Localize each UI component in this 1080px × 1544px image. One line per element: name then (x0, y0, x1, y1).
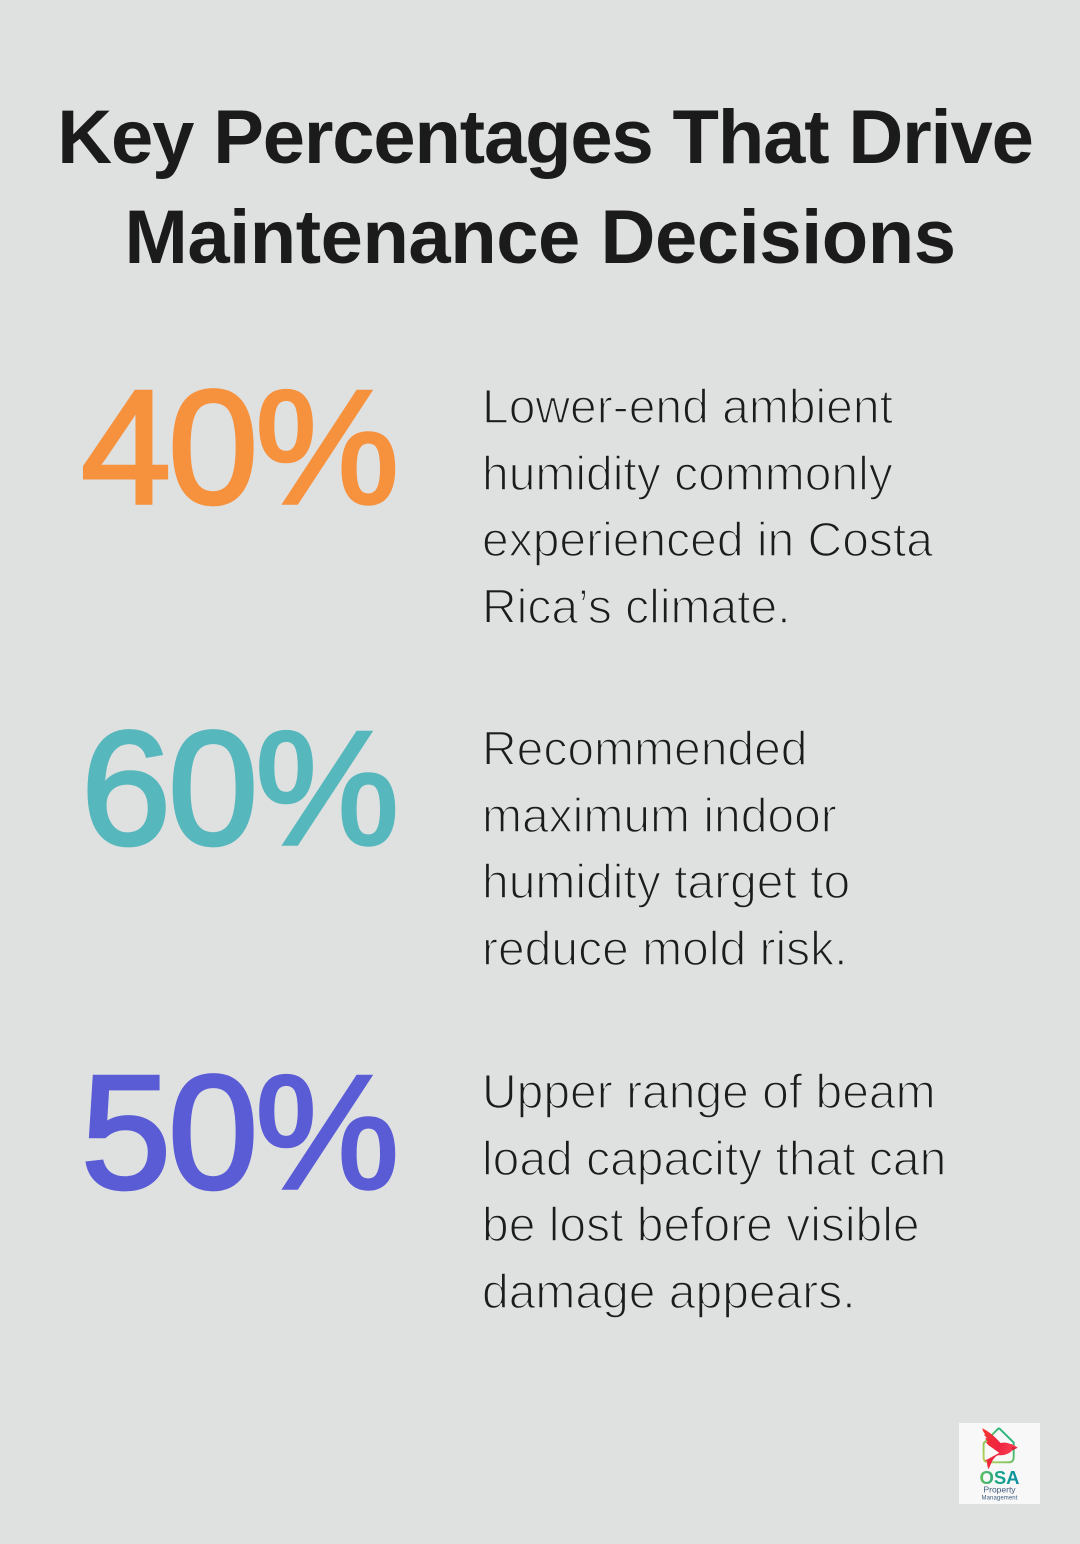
svg-text:OSA: OSA (979, 1467, 1019, 1488)
svg-text:Property: Property (983, 1484, 1016, 1494)
svg-text:Management: Management (981, 1495, 1017, 1501)
